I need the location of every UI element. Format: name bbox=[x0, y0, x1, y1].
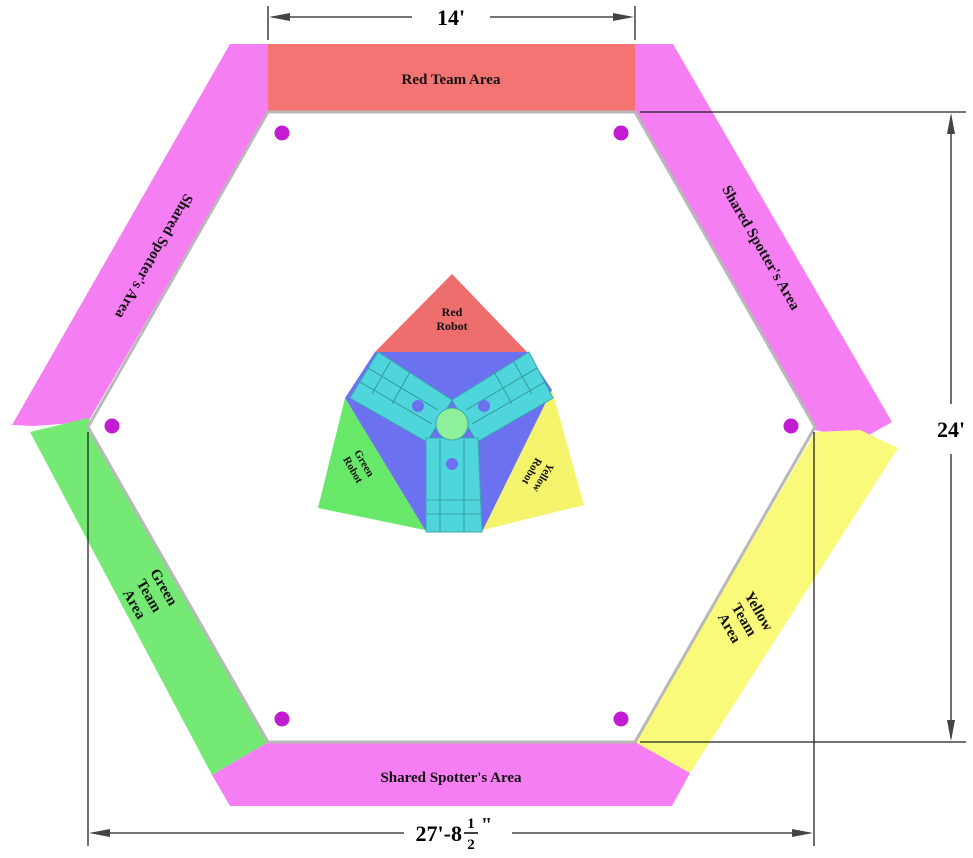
frame-hole bbox=[446, 458, 458, 470]
yellow-robot-zone bbox=[483, 390, 584, 530]
arrow-head bbox=[89, 829, 110, 837]
field-posts bbox=[104, 125, 799, 727]
dimension-top-label: 14' bbox=[437, 5, 465, 30]
dimension-top: 14' bbox=[267, 5, 636, 40]
robot-frame bbox=[349, 351, 554, 533]
shared-spotter-label-bottom: Shared Spotter's Area bbox=[380, 770, 522, 786]
arrow-head bbox=[269, 13, 290, 21]
dimension-bottom-label: 27'-8 bbox=[416, 821, 462, 846]
post-marker bbox=[104, 418, 120, 434]
red-robot-label-line: Robot bbox=[436, 319, 467, 333]
red-robot-label: Red Robot bbox=[436, 305, 467, 333]
red-team-area bbox=[268, 44, 635, 112]
dimension-right-label: 24' bbox=[937, 417, 965, 442]
shared-spotter-area-top-right bbox=[635, 44, 892, 440]
dimension-bottom-fraction-denominator: 2 bbox=[467, 837, 475, 853]
red-robot-zone bbox=[375, 274, 527, 352]
arrow-head bbox=[792, 829, 813, 837]
robot-cluster: Red Robot Green Robot Yellow Robot bbox=[318, 274, 584, 533]
dimension-bottom: 27'-8 1 2 " bbox=[87, 432, 815, 853]
arrow-head bbox=[947, 113, 955, 134]
green-robot-zone bbox=[318, 398, 425, 530]
red-team-area-label: Red Team Area bbox=[402, 72, 501, 88]
green-team-area bbox=[30, 418, 268, 775]
yellow-team-area bbox=[635, 430, 898, 773]
frame-arm-bottom bbox=[425, 437, 483, 533]
dimension-right: 24' bbox=[640, 111, 966, 743]
dimension-bottom-fraction-numerator: 1 bbox=[467, 816, 475, 832]
frame-hub bbox=[435, 407, 469, 441]
post-marker bbox=[613, 125, 629, 141]
arrow-head bbox=[613, 13, 634, 21]
shared-spotter-area-bottom bbox=[212, 742, 690, 806]
red-robot-label-line: Red bbox=[442, 305, 463, 319]
shared-spotter-area-top-left bbox=[12, 44, 268, 426]
post-marker bbox=[783, 418, 799, 434]
frame-hole bbox=[412, 400, 424, 412]
post-marker bbox=[274, 711, 290, 727]
post-marker bbox=[274, 125, 290, 141]
frame-hole bbox=[478, 400, 490, 412]
dimension-bottom-unit: " bbox=[481, 814, 492, 836]
post-marker bbox=[613, 711, 629, 727]
arrow-head bbox=[947, 720, 955, 741]
